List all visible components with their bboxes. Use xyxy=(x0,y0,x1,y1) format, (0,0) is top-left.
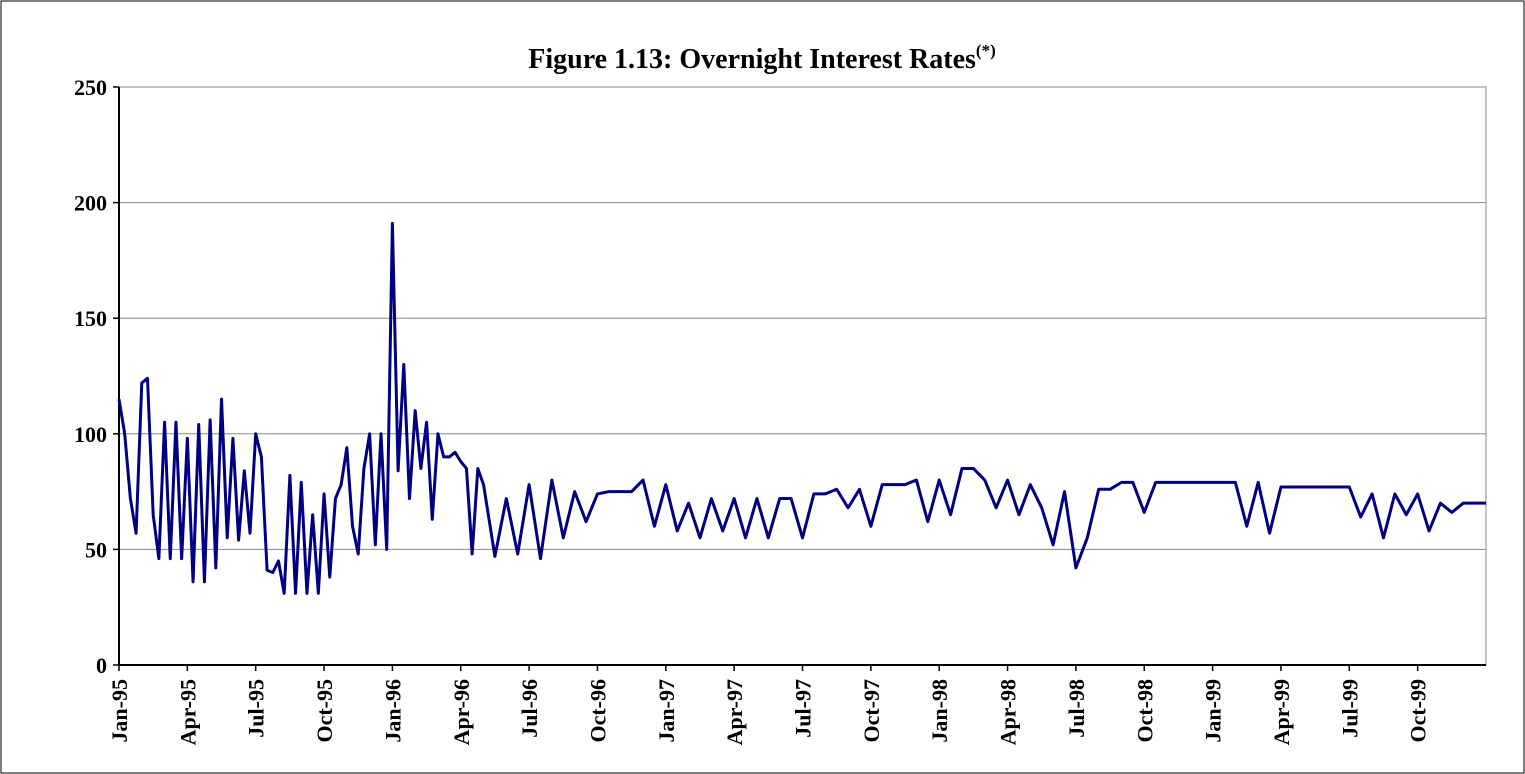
y-tick-label: 250 xyxy=(74,75,107,100)
x-tick-label: Jan-99 xyxy=(1201,679,1226,743)
x-tick-label: Jul-96 xyxy=(517,679,542,738)
x-tick-label: Jan-95 xyxy=(107,679,132,743)
x-tick-label: Jul-95 xyxy=(244,679,269,738)
x-tick-label: Apr-98 xyxy=(996,679,1021,745)
y-tick-label: 100 xyxy=(74,422,107,447)
x-tick-label: Apr-96 xyxy=(449,679,474,745)
y-tick-label: 50 xyxy=(85,537,107,562)
x-tick-label: Jan-98 xyxy=(927,679,952,743)
x-tick-label: Oct-96 xyxy=(585,679,610,743)
data-line xyxy=(117,221,1486,595)
x-tick-label: Apr-97 xyxy=(722,679,747,745)
x-tick-label: Jul-97 xyxy=(791,679,816,738)
x-tick-label: Oct-98 xyxy=(1132,679,1157,743)
x-tick-label: Jul-98 xyxy=(1064,679,1089,738)
title-main: Figure 1.13: Overnight Interest Rates xyxy=(528,44,976,75)
title-note: (*) xyxy=(976,41,996,60)
y-tick-label: 200 xyxy=(74,191,107,216)
y-tick-label: 150 xyxy=(74,306,107,331)
y-tick-label: 0 xyxy=(96,653,107,678)
x-tick-label: Apr-95 xyxy=(175,679,200,745)
x-tick-label: Oct-95 xyxy=(312,679,337,743)
x-tick-label: Jul-99 xyxy=(1337,679,1362,738)
x-tick-label: Oct-99 xyxy=(1406,679,1431,743)
chart-title: Figure 1.13: Overnight Interest Rates(*) xyxy=(528,41,996,75)
x-tick-label: Jan-97 xyxy=(654,679,679,743)
x-tick-label: Oct-97 xyxy=(859,679,884,743)
x-tick-label: Apr-99 xyxy=(1269,679,1294,745)
x-tick-label: Jan-96 xyxy=(380,679,405,743)
